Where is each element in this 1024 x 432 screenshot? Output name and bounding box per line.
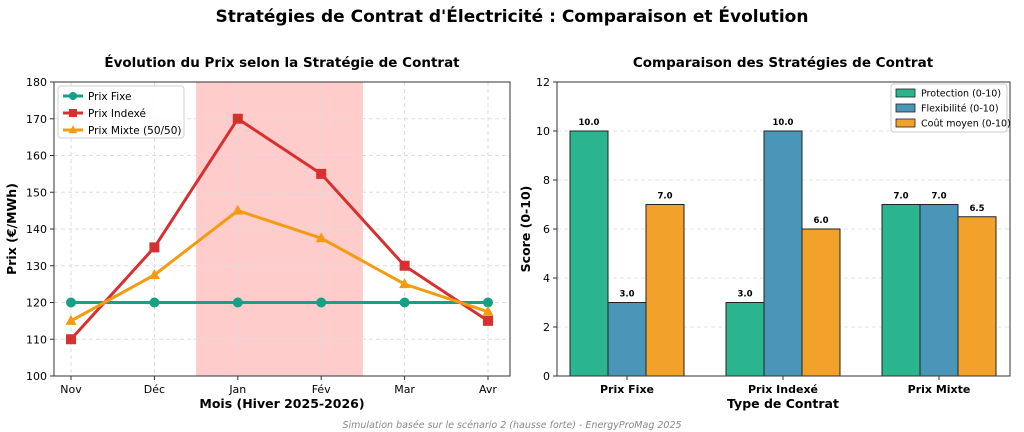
legend-label: Prix Indexé	[88, 108, 146, 120]
x-tick-label: Fév	[312, 383, 331, 396]
data-point	[315, 232, 327, 243]
y-tick-label: 2	[543, 321, 550, 334]
bar-value-label: 6.5	[969, 204, 984, 214]
legend-box	[57, 85, 185, 139]
bar	[725, 302, 765, 377]
figure-title: Stratégies de Contrat d'Électricité : Co…	[216, 5, 809, 27]
bar	[881, 204, 921, 377]
legend-swatch	[895, 88, 916, 98]
data-point	[399, 260, 410, 271]
data-point	[149, 242, 160, 253]
legend-label: Coût moyen (0-10)	[921, 119, 1011, 130]
bar	[957, 216, 997, 377]
data-point	[316, 168, 327, 179]
bar-chart-title: Comparaison des Stratégies de Contrat	[633, 55, 934, 71]
y-tick-label: 130	[26, 260, 47, 273]
x-tick-label: Nov	[60, 383, 82, 396]
data-point	[232, 204, 244, 215]
bar-value-label: 3.0	[737, 290, 752, 300]
data-point	[482, 305, 494, 316]
legend-swatch	[895, 118, 916, 128]
x-tick-label: Prix Fixe	[600, 383, 654, 396]
series-line	[69, 116, 489, 341]
plot-frame	[53, 81, 511, 377]
legend-marker	[69, 92, 77, 100]
y-tick-label: 4	[543, 272, 550, 285]
y-tick-label: 180	[26, 76, 47, 89]
bar	[801, 228, 841, 377]
x-tick-label: Jan	[228, 383, 246, 396]
y-tick-label: 8	[543, 174, 550, 187]
legend-label: Flexibilité (0-10)	[921, 104, 999, 115]
legend-label: Protection (0-10)	[921, 89, 1001, 100]
bar	[569, 130, 609, 377]
bar-value-label: 6.0	[813, 216, 828, 226]
data-point	[232, 113, 243, 124]
x-tick-label: Prix Indexé	[748, 383, 818, 396]
legend-label: Prix Mixte (50/50)	[88, 125, 182, 137]
bar-value-label: 10.0	[579, 118, 600, 128]
bar	[919, 204, 959, 377]
x-tick-label: Déc	[144, 383, 165, 396]
line-chart-xlabel: Mois (Hiver 2025-2026)	[199, 396, 364, 411]
y-tick-label: 160	[26, 150, 47, 163]
data-point	[399, 297, 410, 308]
series-line	[70, 208, 489, 323]
bar-value-label: 7.0	[893, 192, 908, 202]
data-point	[149, 297, 160, 308]
y-tick-label: 170	[26, 113, 47, 126]
legend-marker	[68, 125, 78, 134]
bar-chart-xlabel: Type de Contrat	[727, 396, 839, 411]
bar	[607, 302, 647, 377]
data-point	[316, 297, 327, 308]
data-point	[148, 268, 160, 279]
y-tick-label: 0	[543, 370, 550, 383]
bar-chart-ylabel: Score (0-10)	[518, 186, 533, 273]
data-point	[483, 315, 493, 326]
legend-swatch	[895, 103, 916, 113]
x-tick-label: Prix Mixte	[908, 383, 971, 396]
data-point	[399, 278, 411, 289]
data-point	[483, 297, 493, 308]
legend-box	[890, 83, 1008, 133]
y-tick-label: 110	[26, 333, 47, 346]
line-chart-title: Évolution du Prix selon la Stratégie de …	[104, 54, 460, 71]
bar-value-label: 7.0	[931, 192, 946, 202]
y-tick-label: 120	[26, 297, 47, 310]
footer-note: Simulation basée sur le scénario 2 (haus…	[342, 420, 681, 431]
x-tick-label: Mar	[394, 383, 415, 396]
y-tick-label: 150	[26, 186, 47, 199]
legend-marker	[69, 109, 77, 117]
data-point	[65, 314, 77, 325]
bar-value-label: 10.0	[773, 118, 794, 128]
data-point	[66, 334, 76, 345]
bar	[763, 130, 803, 377]
bar-value-label: 3.0	[619, 290, 634, 300]
y-tick-label: 6	[543, 223, 550, 236]
y-tick-label: 100	[26, 370, 47, 383]
bar-value-label: 7.0	[657, 192, 672, 202]
line-chart-ylabel: Prix (€/MWh)	[4, 183, 19, 275]
y-tick-label: 140	[26, 223, 47, 236]
data-point	[66, 297, 76, 308]
legend-label: Prix Fixe	[88, 91, 131, 103]
y-tick-label: 10	[536, 125, 550, 138]
x-tick-label: Avr	[479, 383, 497, 396]
y-tick-label: 12	[536, 76, 550, 89]
plot-frame	[556, 81, 1011, 377]
bar	[645, 204, 685, 377]
data-point	[232, 297, 243, 308]
